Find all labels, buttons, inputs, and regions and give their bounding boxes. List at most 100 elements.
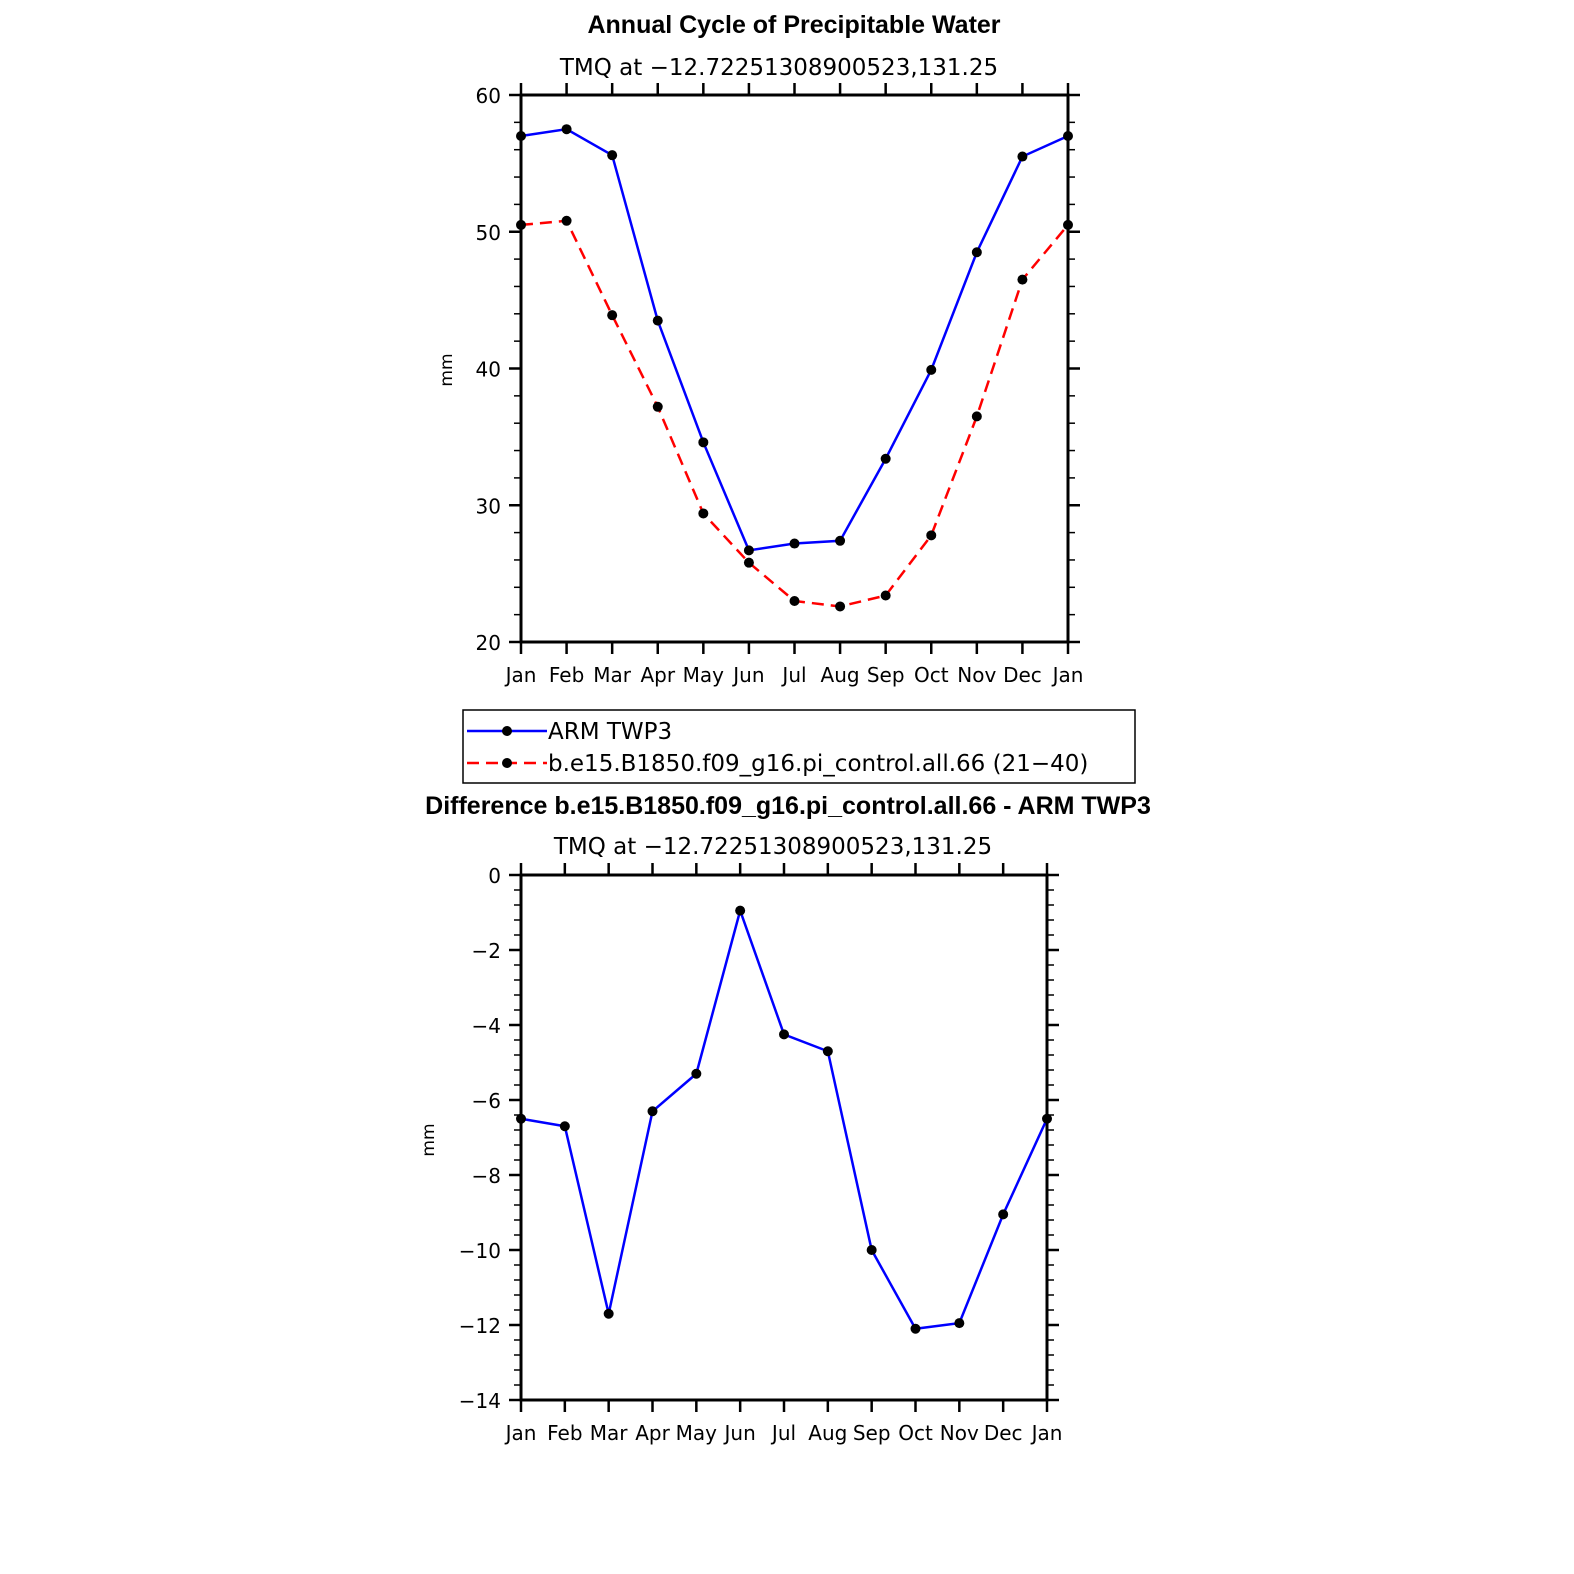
top-series-0-point <box>607 150 618 161</box>
top-plot-frame <box>519 93 1070 644</box>
top-series-1-point <box>743 557 754 568</box>
bottom-plot-area: Jan Feb Mar Apr May Jun Jul Aug Sep Oct Nov Dec Jan−… <box>459 863 1063 1445</box>
bottom-y-tick-label: −2 <box>472 939 501 963</box>
top-series-1-point <box>561 215 572 226</box>
top-x-tick-label: Jan <box>1051 663 1084 687</box>
top-series-0-point <box>926 364 937 375</box>
top-series-1-point <box>835 601 846 612</box>
top-series-0-point <box>561 124 572 135</box>
legend-label-arm: ARM TWP3 <box>548 719 672 745</box>
top-series-1-point <box>652 401 663 412</box>
bottom-series-0-point <box>998 1209 1009 1220</box>
top-x-tick-label: Sep <box>867 663 905 687</box>
top-x-tick-label: Oct <box>914 663 949 687</box>
top-chart-subtitle: TMQ at −12.72251308900523,131.25 <box>559 55 998 81</box>
bottom-y-tick-label: −6 <box>472 1089 501 1113</box>
bottom-series-0-point <box>866 1245 877 1255</box>
bottom-x-tick-label: Jan <box>504 1421 537 1445</box>
bottom-y-tick-label: −12 <box>459 1314 501 1338</box>
bottom-x-tick-label: Oct <box>898 1421 933 1445</box>
bottom-y-tick-label: −4 <box>472 1014 501 1038</box>
top-y-tick-label: 30 <box>476 494 501 518</box>
bottom-x-tick-label: Apr <box>635 1421 670 1445</box>
top-series-1-point <box>789 595 800 606</box>
top-plot-area: Jan Feb Mar Apr May Jun Jul Aug Sep Oct Nov Dec Jan2… <box>476 83 1084 687</box>
top-series-0-point <box>1017 151 1028 162</box>
top-series-1-point <box>1063 219 1073 230</box>
bottom-series-0-point <box>691 1068 702 1079</box>
bottom-series-0-point <box>647 1106 658 1117</box>
top-x-tick-label: Jan <box>504 663 537 687</box>
top-series-0-point <box>1063 131 1073 142</box>
top-series-1-point <box>926 530 937 541</box>
legend-marker-model <box>502 758 512 768</box>
bottom-series-0-point <box>822 1046 833 1057</box>
bottom-chart-title: Difference b.e15.B1850.f09_g16.pi_contro… <box>425 792 1151 820</box>
bottom-series-0-point <box>516 1113 526 1124</box>
top-series-0-point <box>880 453 891 464</box>
bottom-x-tick-label: Mar <box>590 1421 629 1445</box>
bottom-x-tick-label: Feb <box>547 1421 582 1445</box>
bottom-x-tick-label: Jun <box>723 1421 756 1445</box>
top-series-0-point <box>698 437 709 448</box>
legend-box <box>462 709 1136 784</box>
bottom-x-tick-label: Aug <box>808 1421 847 1445</box>
top-series-0-point <box>516 131 526 142</box>
bottom-x-tick-label: May <box>676 1421 718 1445</box>
top-series-0-point <box>789 538 800 549</box>
bottom-y-tick-label: 0 <box>488 864 501 888</box>
bottom-series-0-point <box>779 1029 789 1040</box>
top-y-axis-label: mm <box>437 353 457 386</box>
top-x-tick-label: May <box>683 663 725 687</box>
bottom-series-0-point <box>559 1121 570 1132</box>
bottom-y-tick-label: −8 <box>472 1164 501 1188</box>
top-x-tick-label: Jul <box>780 663 806 687</box>
panel-annual-cycle: Annual Cycle of Precipitable Water TMQ a… <box>437 11 1083 687</box>
panel-difference: Difference b.e15.B1850.f09_g16.pi_contro… <box>419 792 1151 1445</box>
bottom-x-tick-label: Nov <box>940 1421 979 1445</box>
bottom-x-tick-label: Sep <box>853 1421 891 1445</box>
top-chart-title: Annual Cycle of Precipitable Water <box>587 11 1000 39</box>
top-series-1-point <box>607 310 618 321</box>
top-x-tick-label: Dec <box>1003 663 1042 687</box>
bottom-plot-frame <box>519 873 1049 1402</box>
legend-marker-arm <box>502 726 512 736</box>
bottom-series-0-point <box>910 1323 921 1334</box>
top-x-tick-label: Mar <box>593 663 632 687</box>
bottom-series-0-point <box>1042 1113 1052 1124</box>
top-y-tick-label: 50 <box>476 221 501 245</box>
top-series-0-point <box>652 315 663 326</box>
top-x-tick-label: Apr <box>640 663 675 687</box>
bottom-series-0-point <box>603 1308 614 1319</box>
top-series-line-0 <box>520 127 1069 552</box>
bottom-x-tick-label: Jul <box>770 1421 796 1445</box>
top-series-1-point <box>698 508 709 519</box>
top-series-1-point <box>971 411 982 422</box>
bottom-y-axis-label: mm <box>419 1123 439 1156</box>
top-x-tick-label: Jun <box>731 663 764 687</box>
bottom-series-line-0 <box>520 906 1049 1331</box>
bottom-chart-subtitle: TMQ at −12.72251308900523,131.25 <box>553 834 992 860</box>
top-y-tick-label: 60 <box>476 84 501 108</box>
top-series-0-point <box>835 535 846 546</box>
top-series-0-point <box>743 545 754 556</box>
bottom-series-0-point <box>735 905 746 916</box>
bottom-y-tick-label: −10 <box>459 1239 501 1263</box>
bottom-x-tick-label: Dec <box>984 1421 1023 1445</box>
bottom-y-tick-label: −14 <box>459 1389 501 1413</box>
top-series-line-1 <box>520 219 1069 608</box>
top-series-1-point <box>1017 274 1028 285</box>
bottom-x-tick-label: Jan <box>1030 1421 1063 1445</box>
top-y-tick-label: 20 <box>476 631 501 655</box>
bottom-series-0-point <box>954 1318 965 1329</box>
top-series-0-point <box>971 247 982 258</box>
top-x-tick-label: Aug <box>821 663 860 687</box>
top-x-tick-label: Nov <box>957 663 996 687</box>
top-series-1-point <box>516 219 526 230</box>
top-x-tick-label: Feb <box>549 663 584 687</box>
top-y-tick-label: 40 <box>476 358 501 382</box>
legend: ARM TWP3 b.e15.B1850.f09_g16.pi_control.… <box>462 709 1136 784</box>
legend-label-model: b.e15.B1850.f09_g16.pi_control.all.66 (2… <box>548 751 1088 777</box>
top-series-1-point <box>880 590 891 601</box>
